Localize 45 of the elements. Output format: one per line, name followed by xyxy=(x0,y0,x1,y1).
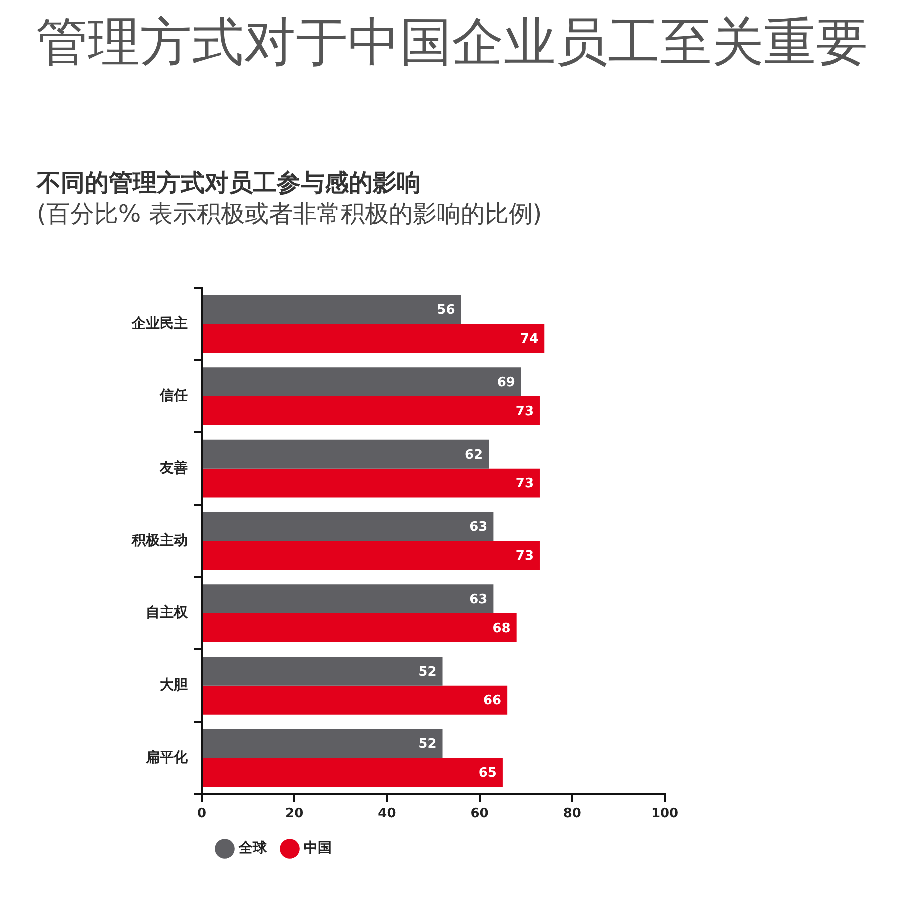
data-label: 73 xyxy=(516,549,534,564)
bar xyxy=(203,584,494,614)
data-label: 73 xyxy=(516,476,534,492)
y-tick-label: 企业民主 xyxy=(131,314,188,332)
bar xyxy=(203,541,540,570)
data-label: 66 xyxy=(483,694,502,709)
chart-title: 管理方式对于中国企业员工至关重要 xyxy=(36,12,868,75)
data-label: 73 xyxy=(516,404,534,420)
data-label: 52 xyxy=(418,737,437,752)
data-label: 62 xyxy=(464,448,484,463)
data-label: 69 xyxy=(497,375,516,390)
x-tick-label: 20 xyxy=(286,806,304,822)
bar xyxy=(203,295,462,324)
bar xyxy=(203,324,545,354)
y-tick-label: 大胆 xyxy=(160,678,188,694)
y-tick-label: 扁平化 xyxy=(145,748,189,766)
bar xyxy=(203,686,508,715)
legend-label: 中国 xyxy=(304,840,332,857)
y-tick-label: 信任 xyxy=(159,388,188,404)
bar xyxy=(203,656,443,686)
x-tick-label: 100 xyxy=(651,806,679,822)
bar xyxy=(203,368,522,397)
data-label: 56 xyxy=(437,303,456,318)
x-tick-label: 40 xyxy=(378,806,396,822)
data-label: 65 xyxy=(478,766,497,782)
chart-subtitle: 不同的管理方式对员工参与感的影响 (百分比% 表示积极或者非常积极的影响的比例) xyxy=(37,168,542,230)
x-tick-label: 0 xyxy=(197,806,207,822)
bar xyxy=(203,758,503,788)
legend-label: 全球 xyxy=(238,840,268,857)
bar xyxy=(203,396,540,426)
x-tick-label: 80 xyxy=(563,806,582,822)
bar xyxy=(203,614,517,642)
y-tick-label: 积极主动 xyxy=(131,532,188,549)
y-tick-label: 自主权 xyxy=(146,604,189,622)
data-label: 52 xyxy=(418,664,437,680)
data-label: 63 xyxy=(470,592,488,608)
data-label: 68 xyxy=(492,621,511,636)
bar xyxy=(203,440,490,469)
bar xyxy=(203,512,494,542)
data-label: 74 xyxy=(520,332,539,348)
bar xyxy=(203,729,443,758)
bar xyxy=(203,468,540,498)
y-tick-label: 友善 xyxy=(159,460,188,476)
data-label: 63 xyxy=(470,520,488,536)
x-tick-label: 60 xyxy=(470,806,489,822)
